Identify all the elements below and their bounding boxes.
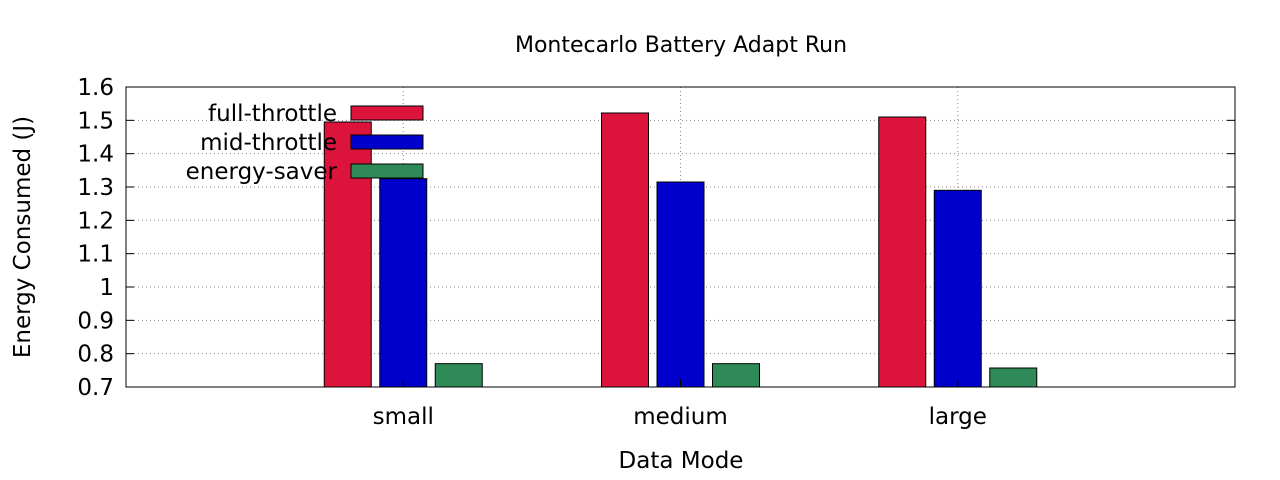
legend-label: full-throttle xyxy=(208,101,337,127)
y-tick-label: 0.8 xyxy=(77,342,114,368)
y-tick-label: 1.4 xyxy=(77,142,114,168)
legend-label: energy-saver xyxy=(186,159,338,185)
y-tick-label: 1.6 xyxy=(77,75,114,101)
y-tick-label: 1.5 xyxy=(77,108,114,134)
y-tick-label: 1.3 xyxy=(77,175,114,201)
y-tick-label: 1.1 xyxy=(77,242,114,268)
x-axis: small medium large xyxy=(373,379,987,430)
chart-title: Montecarlo Battery Adapt Run xyxy=(515,33,847,58)
legend: full-throttle mid-throttle energy-saver xyxy=(186,101,424,185)
y-tick-label: 0.9 xyxy=(77,308,114,334)
y-tick-label: 1 xyxy=(99,275,114,301)
x-tick-label: medium xyxy=(633,404,728,430)
x-tick-label: large xyxy=(929,404,987,430)
legend-swatch xyxy=(350,134,424,150)
x-axis-title: Data Mode xyxy=(619,448,744,474)
legend-swatch xyxy=(350,163,424,179)
bar-full-throttle xyxy=(601,112,649,388)
bar-energy-saver xyxy=(989,367,1038,388)
bar-energy-saver xyxy=(434,363,483,388)
y-axis: 0.7 0.8 0.9 1 1.1 1.2 1.3 1.4 1.5 1.6 xyxy=(77,75,1235,401)
x-tick-label: small xyxy=(373,404,434,430)
bar-energy-saver xyxy=(712,363,760,388)
bar-mid-throttle xyxy=(933,189,982,388)
bar-full-throttle xyxy=(878,116,927,388)
y-tick-label: 1.2 xyxy=(77,208,114,234)
bar-mid-throttle xyxy=(656,181,705,388)
grid-lines xyxy=(126,87,1235,387)
legend-label: mid-throttle xyxy=(200,130,337,156)
legend-swatch xyxy=(350,105,424,121)
y-axis-title: Energy Consumed (J) xyxy=(10,116,36,358)
y-tick-label: 0.7 xyxy=(77,375,114,401)
bar-mid-throttle xyxy=(379,178,428,388)
bars xyxy=(323,112,1038,388)
